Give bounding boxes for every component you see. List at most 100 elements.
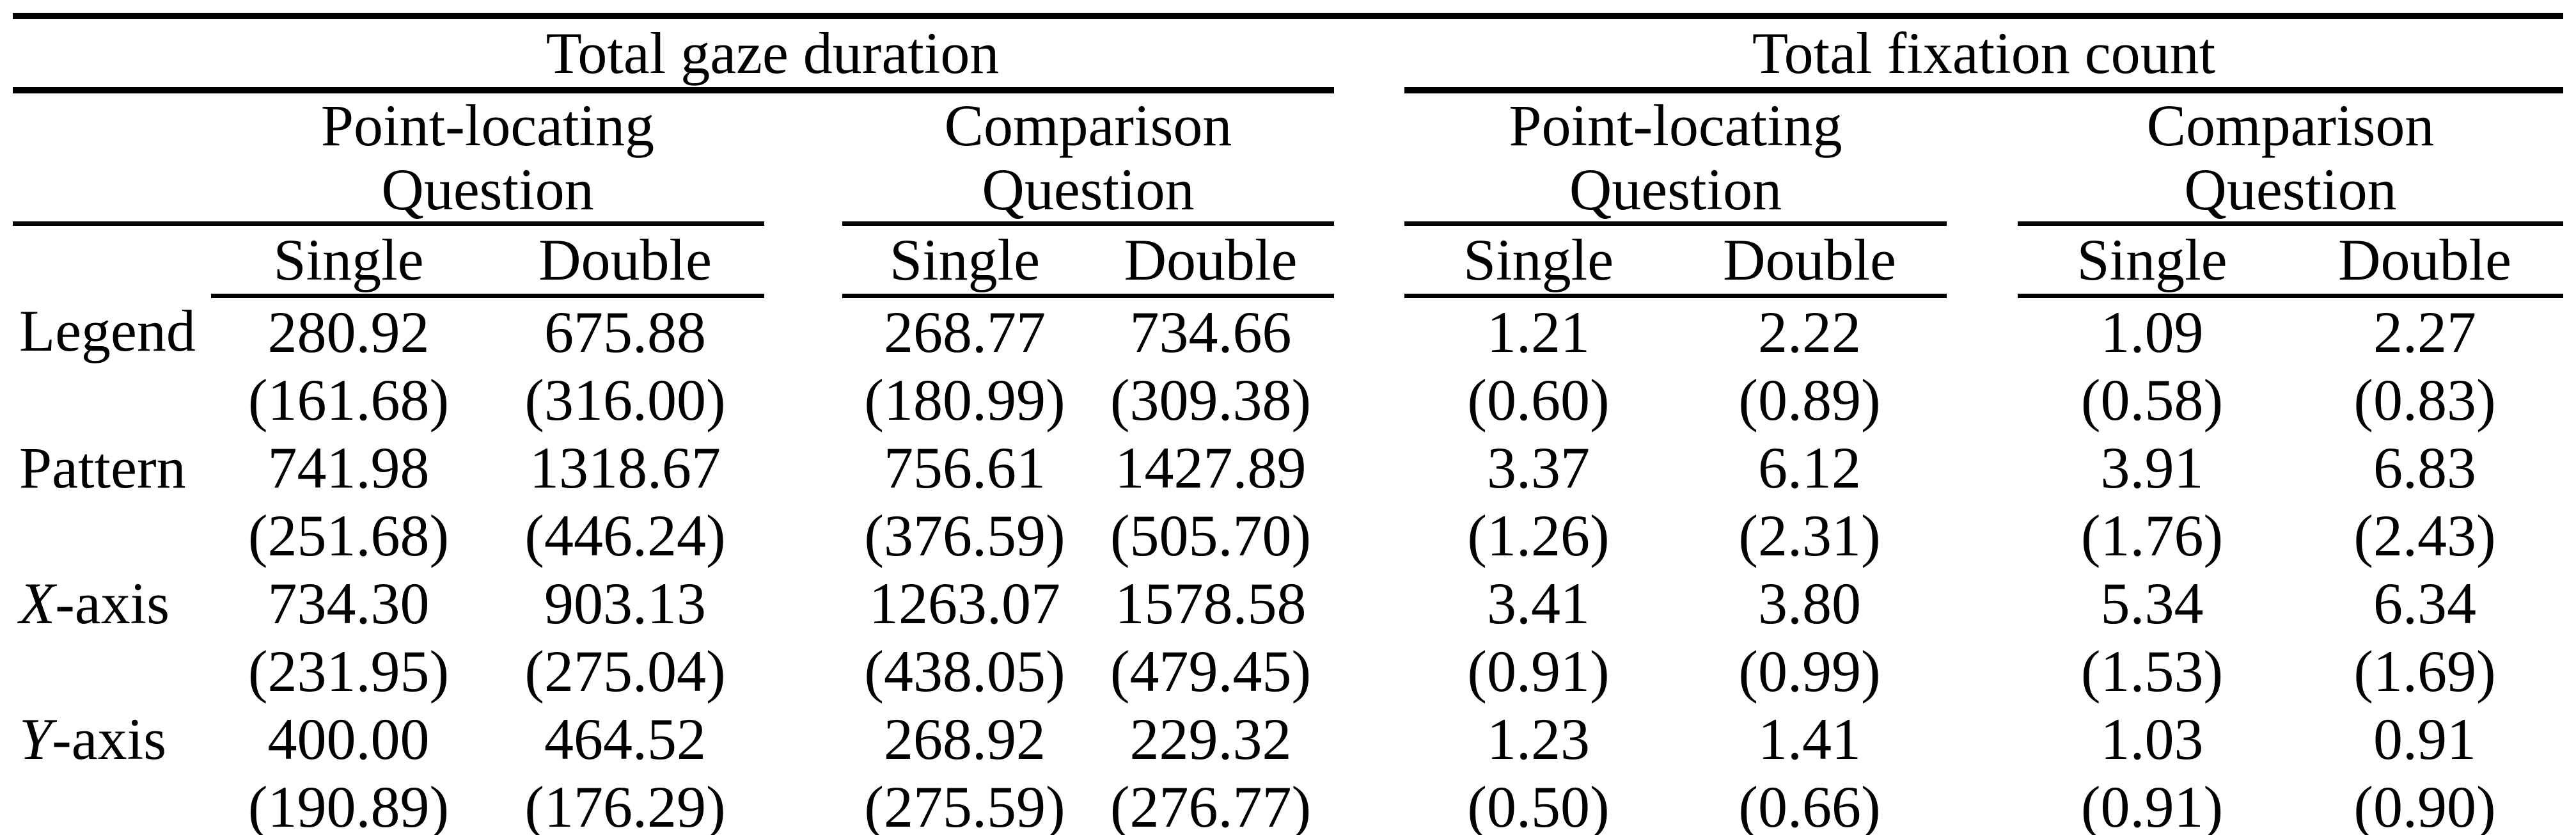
row-label-empty	[13, 366, 211, 434]
sd-value: (0.50)	[1404, 773, 1672, 835]
mean-value: 1.21	[1487, 299, 1590, 365]
row-label-italic: Y	[19, 706, 52, 772]
sd-value: (1.53)	[2080, 639, 2224, 704]
stub-header-cell	[13, 13, 211, 93]
sd-value: (446.24)	[524, 503, 726, 568]
column-gap	[764, 502, 842, 569]
row-label-y-axis: Y-axis	[13, 705, 211, 773]
mean-value: 1318.67	[530, 435, 721, 500]
mean-value: 1427.89	[1115, 435, 1307, 500]
mean-value: 1578.58	[1115, 571, 1307, 636]
column-gap	[1947, 434, 2018, 502]
sd-value: (176.29)	[486, 773, 764, 835]
subheader-line1: Point-locating	[320, 93, 655, 158]
sd-value: (0.91)	[2018, 773, 2286, 835]
column-gap	[1947, 224, 2018, 296]
data-row-xaxis-sd: (231.95) (275.04) (438.05) (479.45) (0.9…	[13, 637, 2563, 705]
row-label-text: Legend	[19, 298, 196, 364]
subheader-line1: Comparison	[944, 93, 1232, 158]
condition-header: Single	[842, 223, 1087, 298]
sd-value: (1.69)	[2353, 639, 2496, 704]
mean-value: 464.52	[544, 706, 706, 772]
mean-value: 6.83	[2373, 435, 2477, 500]
mean-value: 734.66	[1129, 299, 1292, 365]
column-gap	[1334, 224, 1404, 296]
mean-value: 734.30	[267, 571, 430, 636]
sd-value: (161.68)	[247, 367, 450, 433]
sd-value: (316.00)	[524, 367, 726, 433]
column-gap	[1334, 502, 1404, 569]
row-label-pattern: Pattern	[13, 434, 211, 502]
subheader-line1: Comparison	[2146, 93, 2435, 158]
condition-header: Double	[2286, 223, 2564, 298]
column-gap	[1334, 569, 1404, 637]
stub-header-cell	[13, 224, 211, 296]
column-gap	[1334, 434, 1404, 502]
mean-value: 3.41	[1487, 571, 1590, 636]
sd-value: (0.99)	[1738, 639, 1881, 704]
column-gap	[764, 637, 842, 705]
data-row-yaxis-sd: (190.89) (176.29) (275.59) (276.77) (0.5…	[13, 773, 2564, 835]
mean-value: 6.34	[2373, 571, 2477, 636]
sd-value: (2.31)	[1738, 503, 1881, 568]
sd-value: (251.68)	[247, 503, 450, 568]
data-row-yaxis-mean: Y-axis 400.00 464.52 268.92 229.32 1.23 …	[13, 705, 2563, 773]
column-gap	[1334, 90, 1404, 224]
sd-value: (0.60)	[1467, 367, 1610, 433]
row-label-text: Pattern	[19, 435, 186, 500]
column-gap	[764, 773, 842, 835]
data-row-pattern-sd: (251.68) (446.24) (376.59) (505.70) (1.2…	[13, 502, 2563, 569]
subheader-line2: Question	[381, 157, 594, 222]
header-row-measures: Total gaze duration Total fixation count	[13, 13, 2564, 93]
sd-value: (276.77)	[1087, 773, 1334, 835]
column-gap	[1947, 705, 2018, 773]
condition-header: Double	[486, 223, 764, 298]
column-gap	[764, 90, 842, 224]
mean-value: 675.88	[544, 299, 706, 365]
row-label-empty	[13, 502, 211, 569]
subheader-comparison-fixation: Comparison Question	[2018, 90, 2564, 226]
sd-value: (0.83)	[2353, 367, 2496, 433]
column-gap	[1947, 569, 2018, 637]
mean-value: 400.00	[267, 706, 430, 772]
sd-value: (190.89)	[211, 773, 486, 835]
mean-value: 903.13	[544, 571, 706, 636]
row-label-text: -axis	[52, 706, 167, 772]
subheader-point-locating-fixation: Point-locating Question	[1404, 90, 1947, 226]
row-label-italic: X	[19, 571, 56, 636]
data-row-pattern-mean: Pattern 741.98 1318.67 756.61 1427.89 3.…	[13, 434, 2563, 502]
subheader-line1: Point-locating	[1509, 93, 1842, 158]
sd-value: (275.04)	[524, 639, 726, 704]
header-total-fixation-count: Total fixation count	[1404, 13, 2564, 93]
column-gap	[1947, 296, 2018, 367]
subheader-line2: Question	[1569, 157, 1782, 222]
mean-value: 1.03	[2100, 706, 2204, 772]
column-gap	[1334, 366, 1404, 434]
mean-value: 1.23	[1487, 706, 1590, 772]
mean-value: 3.80	[1758, 571, 1861, 636]
column-gap	[1334, 773, 1404, 835]
row-label-x-axis: X-axis	[13, 569, 211, 637]
mean-value: 3.91	[2100, 435, 2204, 500]
mean-value: 5.34	[2100, 571, 2204, 636]
subheader-line2: Question	[2184, 157, 2397, 222]
stub-header-cell	[13, 90, 211, 226]
column-gap	[1334, 705, 1404, 773]
sd-value: (376.59)	[864, 503, 1065, 568]
row-label-empty	[13, 637, 211, 705]
mean-value: 2.22	[1758, 299, 1861, 365]
header-total-gaze-duration: Total gaze duration	[211, 13, 1334, 93]
header-row-condition: Single Double Single Double Single Doubl…	[13, 223, 2564, 298]
sd-value: (505.70)	[1110, 503, 1312, 568]
mean-value: 0.91	[2373, 706, 2477, 772]
mean-value: 741.98	[267, 435, 430, 500]
mean-value: 756.61	[884, 435, 1046, 500]
sd-value: (0.91)	[1467, 639, 1610, 704]
mean-value: 1.09	[2100, 299, 2204, 365]
mean-value: 1.41	[1758, 706, 1861, 772]
condition-header: Double	[1672, 223, 1947, 298]
mean-value: 268.92	[884, 706, 1046, 772]
subheader-comparison-gaze: Comparison Question	[842, 90, 1334, 226]
sd-value: (2.43)	[2353, 503, 2496, 568]
subheader-point-locating-gaze: Point-locating Question	[211, 90, 764, 226]
